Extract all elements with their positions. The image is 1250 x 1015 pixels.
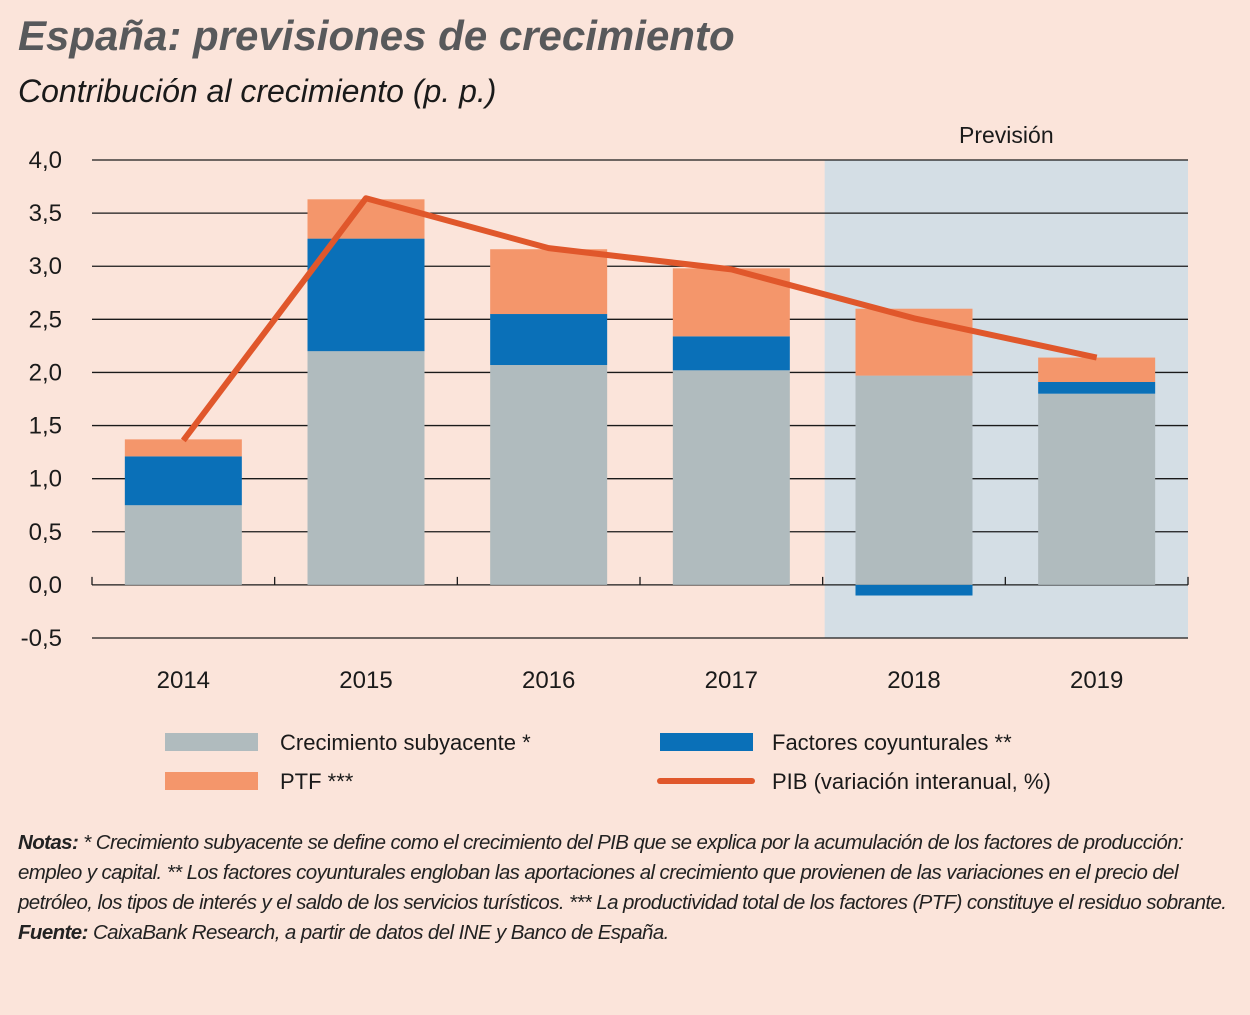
x-tick-label: 2015 — [339, 667, 392, 694]
bar-segment — [124, 505, 242, 585]
bar-segment — [855, 375, 973, 585]
legend-label: Factores coyunturales ** — [772, 730, 1012, 755]
y-tick-label: 0,5 — [29, 519, 62, 546]
bar-segment — [1038, 382, 1156, 394]
forecast-label: Previsión — [959, 122, 1054, 148]
bar-segment — [490, 365, 608, 585]
source-label: Fuente: — [18, 921, 88, 944]
y-tick-label: -0,5 — [21, 625, 62, 652]
legend-label: Crecimiento subyacente * — [280, 730, 531, 755]
x-tick-label: 2018 — [887, 667, 940, 694]
legend-swatch — [660, 733, 753, 751]
bar-segment — [672, 370, 790, 585]
source-paragraph: Fuente: CaixaBank Research, a partir de … — [18, 918, 1233, 948]
y-tick-label: 1,5 — [29, 413, 62, 440]
chart: España: previsiones de crecimiento Contr… — [18, 12, 1189, 794]
bar-segment — [855, 584, 973, 596]
chart-subtitle: Contribución al crecimiento (p. p.) — [18, 73, 496, 109]
bar-segment — [1038, 393, 1156, 585]
bar-segment — [307, 351, 425, 585]
bar-segment — [307, 238, 425, 352]
y-tick-label: 3,5 — [29, 200, 62, 227]
y-tick-label: 4,0 — [29, 147, 62, 174]
notes-label: Notas: — [18, 831, 79, 854]
x-tick-label: 2016 — [522, 667, 575, 694]
x-tick-label: 2014 — [157, 667, 210, 694]
source-text: CaixaBank Research, a partir de datos de… — [92, 921, 669, 944]
bar-segment — [490, 249, 608, 315]
chart-title: España: previsiones de crecimiento — [18, 12, 735, 59]
y-tick-label: 1,0 — [29, 466, 62, 493]
bar-segment — [672, 336, 790, 371]
y-tick-label: 3,0 — [29, 253, 62, 280]
notes-text: * Crecimiento subyacente se define como … — [18, 831, 1227, 914]
y-tick-label: 0,0 — [29, 572, 62, 599]
legend-swatch — [165, 772, 258, 790]
y-tick-label: 2,0 — [29, 359, 62, 386]
notes: Notas: * Crecimiento subyacente se defin… — [18, 828, 1233, 948]
legend-swatch — [165, 733, 258, 751]
x-tick-label: 2017 — [705, 667, 758, 694]
x-tick-label: 2019 — [1070, 667, 1123, 694]
legend-label: PIB (variación interanual, %) — [772, 769, 1051, 794]
bar-segment — [490, 314, 608, 366]
bar-segment — [124, 439, 242, 457]
bar-segment — [307, 199, 425, 239]
notes-paragraph: Notas: * Crecimiento subyacente se defin… — [18, 828, 1233, 918]
bar-segment — [1038, 357, 1156, 383]
legend-label: PTF *** — [280, 769, 354, 794]
line-series — [180, 195, 1098, 443]
y-tick-label: 2,5 — [29, 306, 62, 333]
bar-segment — [124, 456, 242, 506]
